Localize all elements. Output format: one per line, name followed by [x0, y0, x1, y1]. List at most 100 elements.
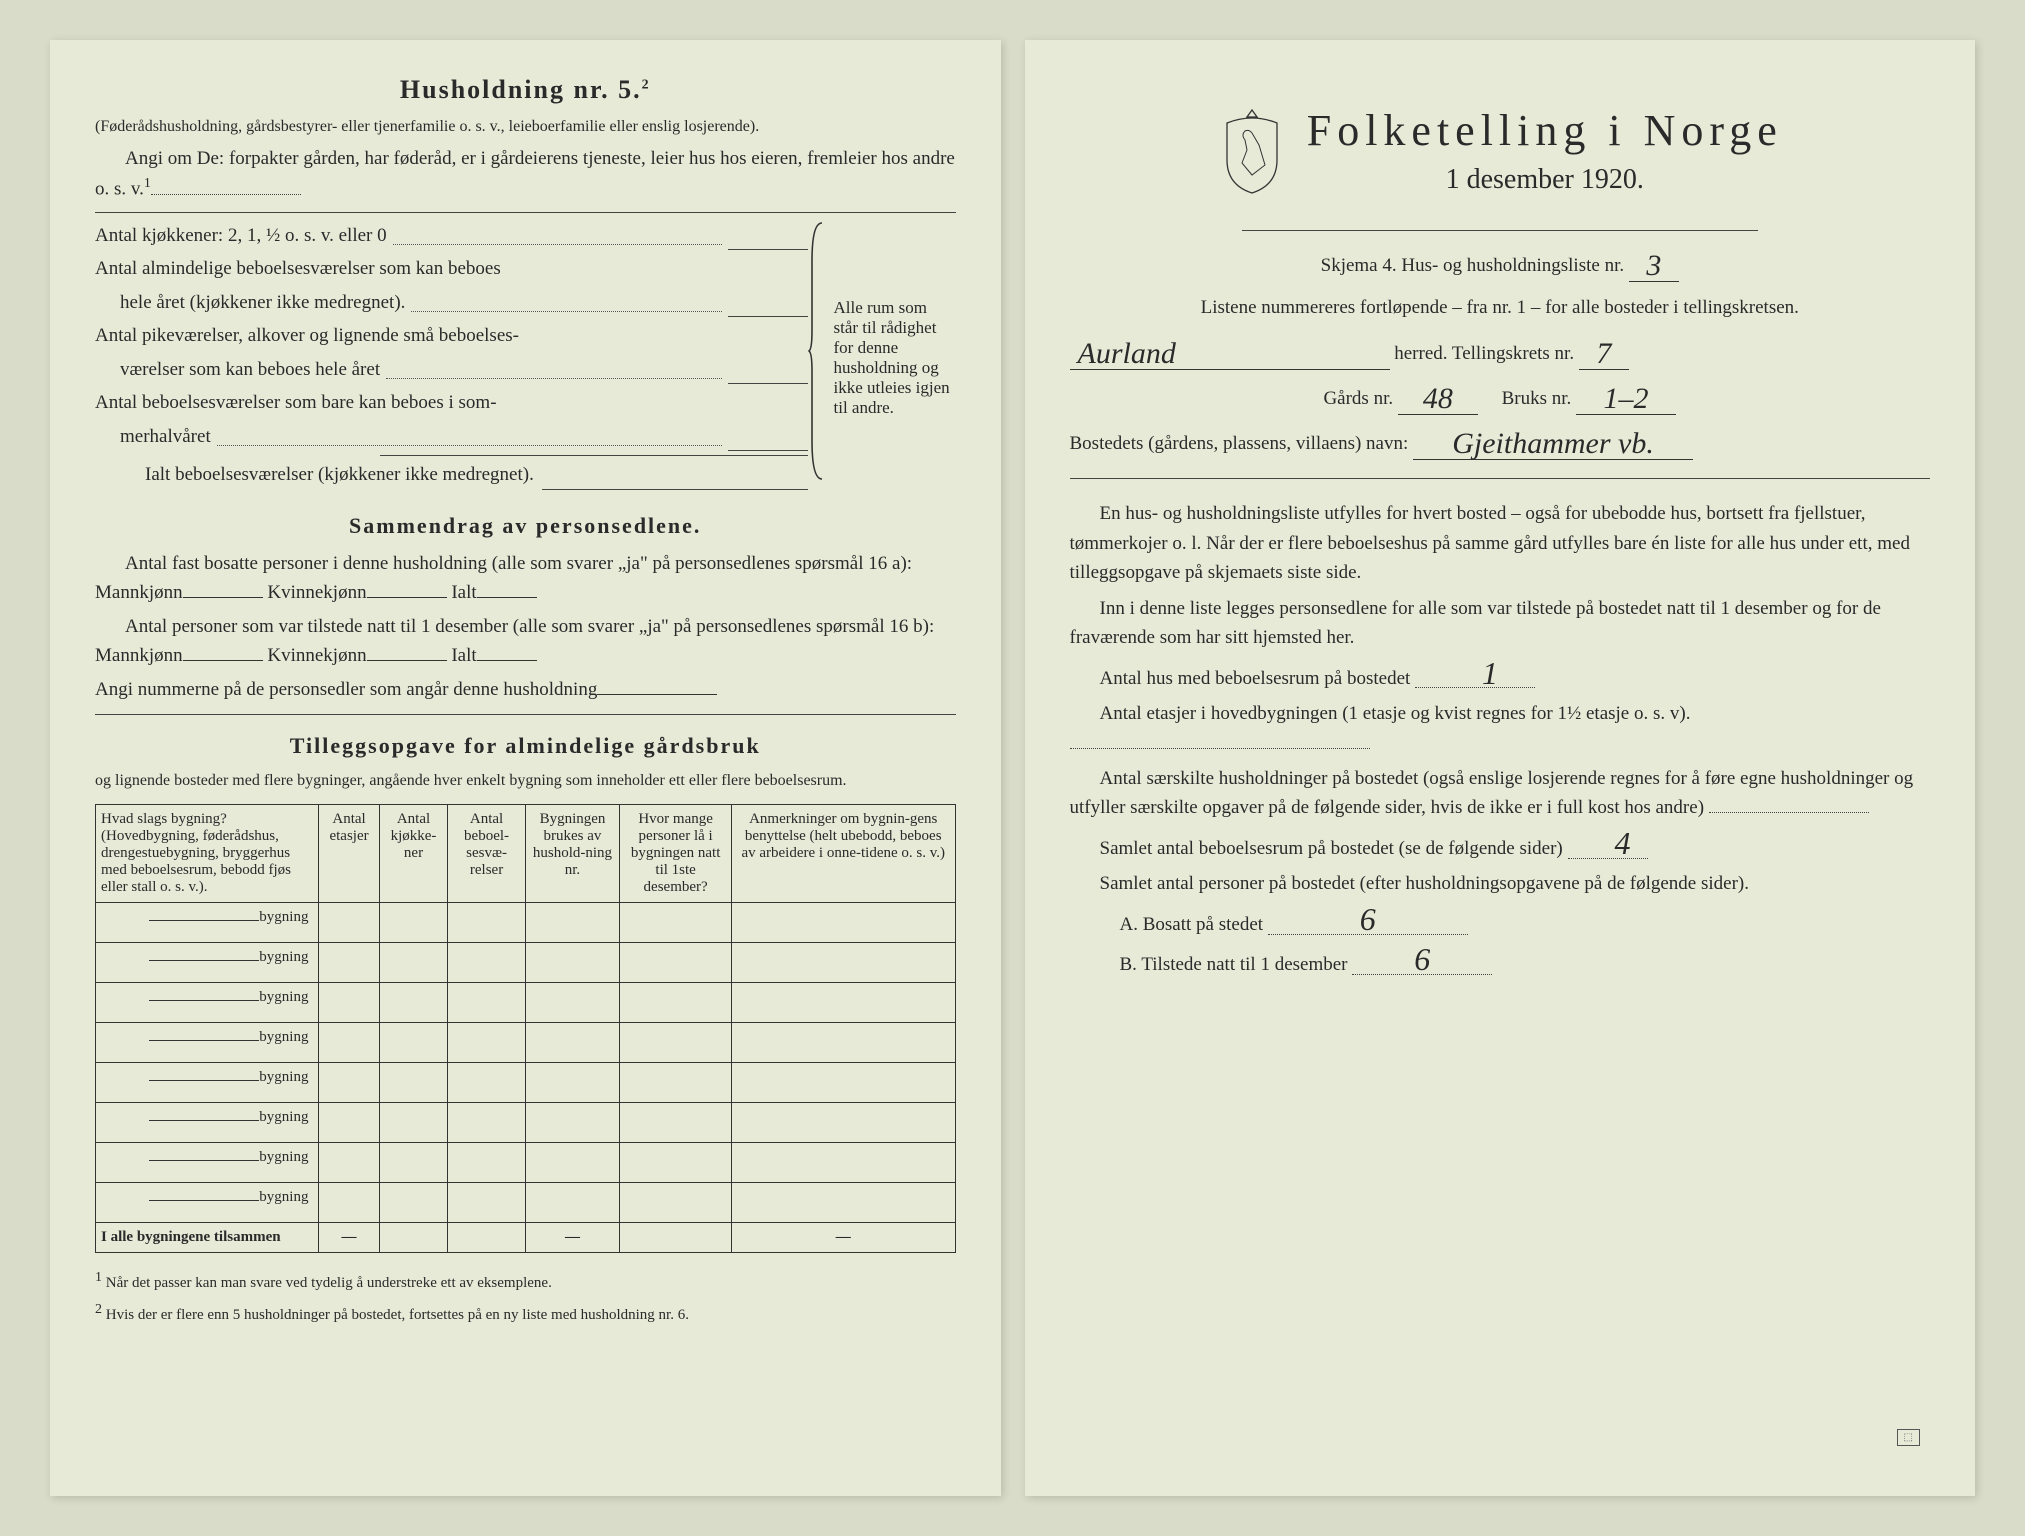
heading-sup: 2: [642, 77, 651, 92]
table-row: bygning: [96, 1102, 956, 1142]
q3: Antal særskilte husholdninger på bostede…: [1070, 768, 1914, 818]
brace-text: Alle rum som står til rådighet for denne…: [826, 221, 956, 495]
form-line-1: Skjema 4. Hus- og husholdningsliste nr. …: [1070, 247, 1931, 282]
bosted-label: Bostedets (gårdens, plassens, villaens) …: [1070, 433, 1409, 454]
q1: Antal hus med beboelsesrum på bostedet: [1100, 668, 1411, 689]
q1-val: 1: [1415, 659, 1535, 689]
rooms-section: Antal kjøkkener: 2, 1, ½ o. s. v. eller …: [95, 221, 956, 495]
intro-paren: (Føderådshusholdning, gårdsbestyrer- ell…: [95, 115, 956, 140]
liste-nr: 3: [1629, 251, 1679, 282]
th-1: Hvad slags bygning? (Hovedbygning, føder…: [96, 804, 319, 902]
th-4: Antal beboel-sesvæ-relser: [448, 804, 525, 902]
qb: B. Tilstede natt til 1 desember: [1120, 954, 1348, 975]
qb-line: B. Tilstede natt til 1 desember 6: [1120, 945, 1931, 979]
section2-heading: Sammendrag av personsedlene.: [95, 513, 956, 539]
gard-line: Gårds nr. 48 Bruks nr. 1–2: [1070, 380, 1931, 415]
rooms-l4a: Antal beboelsesværelser som bare kan beb…: [95, 392, 497, 413]
th-3: Antal kjøkke-ner: [379, 804, 448, 902]
intro2-pre: Angi om De:: [125, 148, 224, 169]
para1: En hus- og husholdningsliste utfylles fo…: [1070, 499, 1931, 587]
sec2-b: Antal personer som var tilstede natt til…: [95, 612, 956, 671]
body-text: En hus- og husholdningsliste utfylles fo…: [1070, 499, 1931, 979]
bruks-label: Bruks nr.: [1502, 388, 1572, 409]
table-row: bygning: [96, 902, 956, 942]
th-2: Antal etasjer: [319, 804, 379, 902]
q4-val: 4: [1568, 829, 1648, 859]
skjema-label: Skjema 4. Hus- og husholdningsliste nr.: [1321, 255, 1624, 276]
rooms-l2a: Antal almindelige beboelsesværelser som …: [95, 258, 501, 279]
rooms-left: Antal kjøkkener: 2, 1, ½ o. s. v. eller …: [95, 221, 808, 495]
table-row: bygning: [96, 1022, 956, 1062]
th-6: Hvor mange personer lå i bygningen natt …: [620, 804, 732, 902]
qa: A. Bosatt på stedet: [1120, 914, 1264, 935]
intro2-blank: [151, 174, 301, 195]
footnotes: 1 Når det passer kan man svare ved tydel…: [95, 1267, 956, 1328]
bosted-value: Gjeithammer vb.: [1413, 429, 1693, 460]
q2: Antal etasjer i hovedbygningen (1 etasje…: [1100, 703, 1691, 724]
rooms-l1: Antal kjøkkener: 2, 1, ½ o. s. v. eller …: [95, 221, 387, 250]
household-heading: Husholdning nr. 5.2: [95, 75, 956, 105]
census-date: 1 desember 1920.: [1307, 164, 1783, 196]
main-title: Folketelling i Norge: [1307, 105, 1783, 156]
title-block: Folketelling i Norge 1 desember 1920.: [1307, 105, 1783, 196]
th-5: Bygningen brukes av hushold-ning nr.: [525, 804, 620, 902]
qa-line: A. Bosatt på stedet 6: [1120, 905, 1931, 939]
gard-nr: 48: [1398, 384, 1478, 415]
sec2-ialt1: Ialt: [451, 582, 476, 603]
table-body: bygning bygning bygning bygning bygning …: [96, 902, 956, 1252]
rooms-l2b: hele året (kjøkkener ikke medregnet).: [95, 288, 405, 317]
intro-line2: Angi om De: forpakter gården, har føderå…: [95, 144, 956, 204]
q3-line: Antal særskilte husholdninger på bostede…: [1070, 764, 1931, 823]
sec2-l3: Angi nummerne på de personsedler som ang…: [95, 679, 597, 700]
sec2-a: Antal fast bosatte personer i denne hush…: [95, 549, 956, 608]
rooms-total: Ialt beboelsesværelser (kjøkkener ikke m…: [95, 460, 534, 489]
bosted-line: Bostedets (gårdens, plassens, villaens) …: [1070, 425, 1931, 460]
qa-val: 6: [1268, 905, 1468, 935]
sec2-l1: Antal fast bosatte personer i denne hush…: [95, 553, 912, 603]
right-page: Folketelling i Norge 1 desember 1920. Sk…: [1025, 40, 1976, 1496]
sec2-ialt2: Ialt: [451, 645, 476, 666]
table-row: bygning: [96, 1142, 956, 1182]
section-ab: A. Bosatt på stedet 6 B. Tilstede natt t…: [1120, 905, 1931, 980]
table-header-row: Hvad slags bygning? (Hovedbygning, føder…: [96, 804, 956, 902]
sec3-sub: og lignende bosteder med flere bygninger…: [95, 769, 956, 794]
table-total-row: I alle bygningene tilsammen — — —: [96, 1222, 956, 1252]
bruks-nr: 1–2: [1576, 384, 1676, 415]
q4-line: Samlet antal beboelsesrum på bostedet (s…: [1070, 829, 1931, 863]
total-label: I alle bygningene tilsammen: [96, 1222, 319, 1252]
krets-nr: 7: [1579, 339, 1629, 370]
rooms-l4b: merhalvåret: [95, 422, 211, 451]
th-7: Anmerkninger om bygnin-gens benyttelse (…: [731, 804, 955, 902]
rooms-l3a: Antal pikeværelser, alkover og lignende …: [95, 325, 519, 346]
herred-value: Aurland: [1070, 339, 1390, 370]
left-page: Husholdning nr. 5.2 (Føderådshusholdning…: [50, 40, 1001, 1496]
sec2-l2: Antal personer som var tilstede natt til…: [95, 616, 934, 666]
q5-line: Samlet antal personer på bostedet (efter…: [1070, 869, 1931, 898]
brace-icon: [808, 221, 826, 495]
q2-val: [1070, 748, 1370, 749]
coat-of-arms-icon: [1217, 105, 1287, 195]
section3-heading: Tilleggsopgave for almindelige gårdsbruk: [95, 733, 956, 759]
para2: Inn i denne liste legges personsedlene f…: [1070, 594, 1931, 653]
q2-line: Antal etasjer i hovedbygningen (1 etasje…: [1070, 699, 1931, 758]
gard-label: Gårds nr.: [1323, 388, 1393, 409]
table-row: bygning: [96, 942, 956, 982]
printer-stamp: ⬚: [1897, 1429, 1920, 1446]
table-row: bygning: [96, 982, 956, 1022]
q1-line: Antal hus med beboelsesrum på bostedet 1: [1070, 659, 1931, 693]
fn2: 2 Hvis der er flere enn 5 husholdninger …: [95, 1299, 956, 1327]
table-row: bygning: [96, 1062, 956, 1102]
sec2-c: Angi nummerne på de personsedler som ang…: [95, 675, 956, 704]
fn1: 1 Når det passer kan man svare ved tydel…: [95, 1267, 956, 1295]
q4: Samlet antal beboelsesrum på bostedet (s…: [1100, 838, 1563, 859]
table-row: bygning: [96, 1182, 956, 1222]
intro2-sup: 1: [144, 176, 151, 191]
q3-val: [1709, 812, 1869, 813]
sub-label: Listene nummereres fortløpende – fra nr.…: [1070, 292, 1931, 324]
heading-text: Husholdning nr. 5.: [400, 75, 642, 104]
sec2-kv1: Kvinnekjønn: [267, 582, 366, 603]
rooms-l3b: værelser som kan beboes hele året: [95, 355, 380, 384]
herred-label: herred. Tellingskrets nr.: [1394, 343, 1574, 364]
buildings-table: Hvad slags bygning? (Hovedbygning, føder…: [95, 804, 956, 1253]
sec2-kv2: Kvinnekjønn: [267, 645, 366, 666]
